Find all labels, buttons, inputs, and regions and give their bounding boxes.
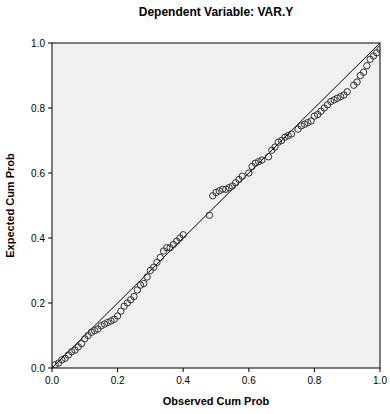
x-tick xyxy=(117,368,118,372)
x-tick-label: 0.2 xyxy=(111,375,125,386)
point xyxy=(144,274,150,280)
point xyxy=(265,154,271,160)
point xyxy=(206,212,212,218)
point xyxy=(360,69,366,75)
y-tick xyxy=(48,173,52,174)
y-tick-label: 0.0 xyxy=(31,363,45,374)
point xyxy=(246,170,252,176)
y-tick-label: 0.2 xyxy=(31,298,45,309)
point xyxy=(377,46,380,52)
y-tick xyxy=(48,108,52,109)
x-tick xyxy=(380,368,381,372)
y-tick-label: 0.8 xyxy=(31,103,45,114)
x-tick-label: 0.6 xyxy=(242,375,256,386)
x-tick-label: 0.8 xyxy=(307,375,321,386)
point xyxy=(239,173,245,179)
plot-marks xyxy=(52,43,380,368)
x-tick-label: 0.4 xyxy=(176,375,190,386)
y-tick-label: 1.0 xyxy=(31,38,45,49)
point xyxy=(364,63,370,69)
y-tick xyxy=(48,238,52,239)
x-tick xyxy=(52,368,53,372)
point xyxy=(288,131,294,137)
point xyxy=(141,280,147,286)
y-tick xyxy=(48,368,52,369)
plot-area xyxy=(52,43,380,368)
y-tick-label: 0.4 xyxy=(31,233,45,244)
y-tick xyxy=(48,43,52,44)
point xyxy=(259,157,265,163)
reference-line xyxy=(52,43,380,368)
x-axis-label: Observed Cum Prob xyxy=(163,395,270,407)
x-tick xyxy=(314,368,315,372)
y-tick-label: 0.6 xyxy=(31,168,45,179)
point xyxy=(157,254,163,260)
title: Dependent Variable: VAR.Y xyxy=(139,5,293,19)
y-axis-label: Expected Cum Prob xyxy=(4,153,16,258)
point xyxy=(180,232,186,238)
x-tick xyxy=(248,368,249,372)
x-tick xyxy=(183,368,184,372)
point xyxy=(354,79,360,85)
point xyxy=(131,293,137,299)
x-tick-label: 0.0 xyxy=(45,375,59,386)
point xyxy=(344,89,350,95)
x-tick-label: 1.0 xyxy=(373,375,387,386)
y-tick xyxy=(48,303,52,304)
chart: 0.0 0.2 0.4 0.6 0.8 1.0 0.0 0.2 0.4 0.6 0.8 1.0 Depe… xyxy=(0,0,390,414)
